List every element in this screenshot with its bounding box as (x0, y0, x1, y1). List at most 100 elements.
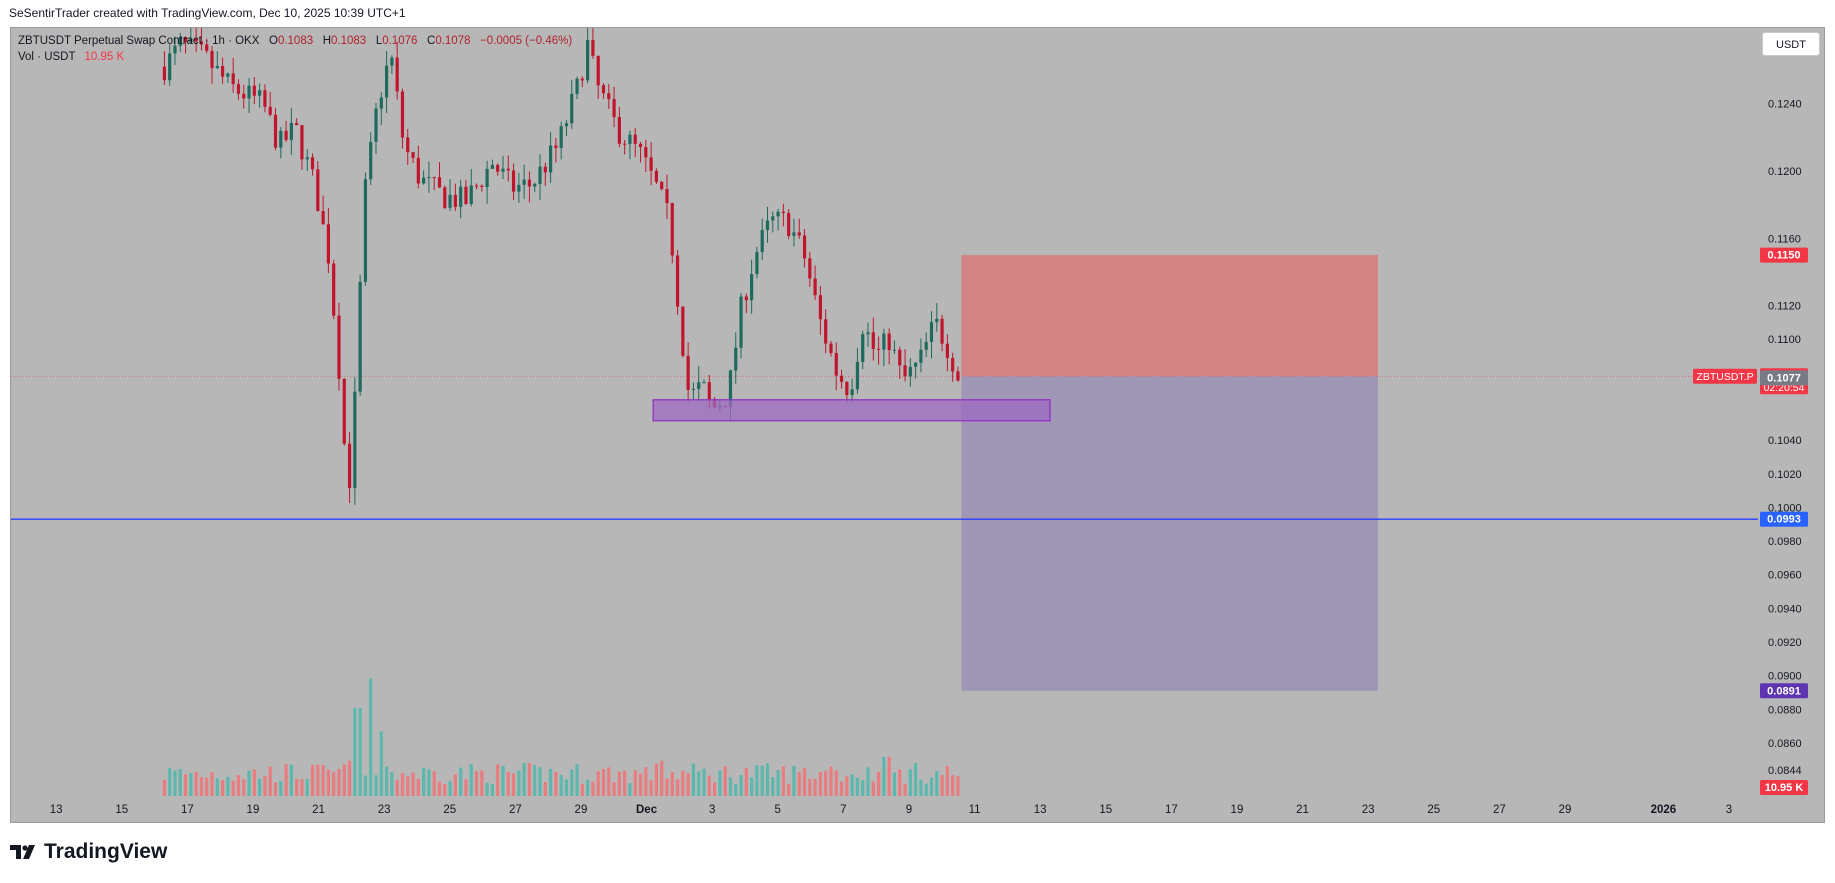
candle-body[interactable] (210, 50, 214, 69)
symbol-legend[interactable]: ZBTUSDT Perpetual Swap Contract · 1h · O… (18, 35, 572, 47)
candle-body[interactable] (850, 389, 854, 396)
candle-body[interactable] (332, 263, 336, 316)
candle-body[interactable] (258, 90, 262, 96)
candle-body[interactable] (876, 348, 881, 350)
candle-body[interactable] (792, 232, 796, 236)
candle-body[interactable] (474, 185, 479, 187)
candle-body[interactable] (199, 41, 204, 45)
symbol-title[interactable]: ZBTUSDT Perpetual Swap Contract · 1h · O… (18, 35, 260, 47)
candle-body[interactable] (649, 157, 653, 171)
candle-body[interactable] (670, 203, 674, 256)
candle-body[interactable] (162, 66, 166, 81)
candle-body[interactable] (400, 91, 405, 138)
candle-body[interactable] (887, 333, 891, 351)
candle-body[interactable] (707, 382, 711, 400)
candle-body[interactable] (543, 166, 547, 173)
candle-body[interactable] (527, 179, 532, 187)
stop-loss-zone[interactable] (961, 255, 1378, 377)
support-zone-box[interactable] (652, 399, 1051, 422)
candle-body[interactable] (490, 164, 494, 169)
candle-body[interactable] (548, 145, 553, 173)
candle-body[interactable] (469, 185, 473, 204)
candle-body[interactable] (384, 65, 389, 98)
candle-body[interactable] (480, 185, 484, 188)
candle-body[interactable] (824, 319, 828, 344)
candle-body[interactable] (236, 84, 241, 94)
candle-body[interactable] (554, 145, 558, 148)
candle-body[interactable] (427, 177, 431, 179)
candle-body[interactable] (443, 187, 447, 208)
candle-body[interactable] (422, 177, 426, 184)
candle-body[interactable] (633, 134, 637, 144)
candle-body[interactable] (771, 216, 775, 221)
candle-body[interactable] (168, 53, 172, 81)
candle-body[interactable] (395, 57, 399, 92)
candle-body[interactable] (644, 147, 648, 158)
candle-body[interactable] (776, 211, 780, 217)
candle-body[interactable] (316, 169, 320, 212)
candle-body[interactable] (353, 391, 357, 489)
candle-body[interactable] (575, 78, 579, 94)
candle-body[interactable] (511, 170, 516, 192)
candle-body[interactable] (363, 179, 368, 282)
currency-button[interactable]: USDT (1762, 32, 1820, 56)
candle-body[interactable] (919, 349, 923, 363)
candle-body[interactable] (845, 381, 849, 396)
candle-body[interactable] (638, 143, 643, 148)
candle-body[interactable] (612, 99, 616, 118)
candle-body[interactable] (808, 258, 812, 279)
candle-body[interactable] (178, 37, 182, 46)
candle-body[interactable] (855, 361, 860, 390)
candle-body[interactable] (559, 126, 563, 148)
candle-body[interactable] (220, 66, 225, 77)
candle-body[interactable] (358, 281, 362, 392)
candle-body[interactable] (813, 278, 817, 296)
candle-body[interactable] (765, 220, 770, 230)
candle-body[interactable] (506, 168, 510, 171)
candle-body[interactable] (263, 90, 267, 107)
candle-body[interactable] (305, 157, 309, 160)
candle-body[interactable] (453, 194, 457, 207)
candle-body[interactable] (273, 114, 278, 148)
candle-body[interactable] (300, 125, 304, 160)
candle-body[interactable] (485, 168, 489, 188)
candle-body[interactable] (760, 229, 764, 252)
candle-body[interactable] (956, 371, 960, 381)
candle-body[interactable] (871, 332, 875, 349)
candle-body[interactable] (702, 382, 706, 384)
candle-body[interactable] (242, 93, 246, 99)
candle-body[interactable] (517, 184, 521, 192)
candle-body[interactable] (437, 177, 442, 188)
candle-body[interactable] (173, 45, 177, 54)
candle-body[interactable] (924, 341, 928, 350)
candle-body[interactable] (347, 443, 352, 489)
candle-body[interactable] (580, 78, 584, 81)
candle-body[interactable] (750, 274, 754, 301)
candle-body[interactable] (390, 57, 394, 66)
candle-body[interactable] (623, 143, 627, 145)
candle-body[interactable] (183, 37, 188, 42)
candle-body[interactable] (945, 343, 949, 358)
tradingview-brand[interactable]: TradingView (10, 840, 167, 864)
candle-body[interactable] (929, 322, 934, 342)
candle-body[interactable] (829, 343, 833, 354)
candle-body[interactable] (459, 186, 463, 207)
candle-body[interactable] (861, 334, 865, 362)
candle-body[interactable] (252, 85, 256, 96)
candle-body[interactable] (406, 137, 410, 153)
candle-body[interactable] (802, 235, 807, 259)
candle-body[interactable] (744, 296, 748, 301)
volume-legend[interactable]: Vol · USDT 10.95 K (18, 51, 124, 63)
candle-body[interactable] (564, 123, 569, 127)
candle-body[interactable] (326, 224, 330, 264)
candle-body[interactable] (697, 382, 701, 389)
candle-body[interactable] (617, 117, 621, 144)
candle-body[interactable] (892, 349, 897, 351)
candle-body[interactable] (691, 388, 696, 390)
candle-body[interactable] (882, 333, 886, 350)
candle-body[interactable] (337, 315, 341, 379)
candle-body[interactable] (839, 375, 844, 382)
candle-body[interactable] (607, 93, 611, 100)
candle-body[interactable] (665, 189, 669, 204)
candle-body[interactable] (411, 152, 415, 158)
